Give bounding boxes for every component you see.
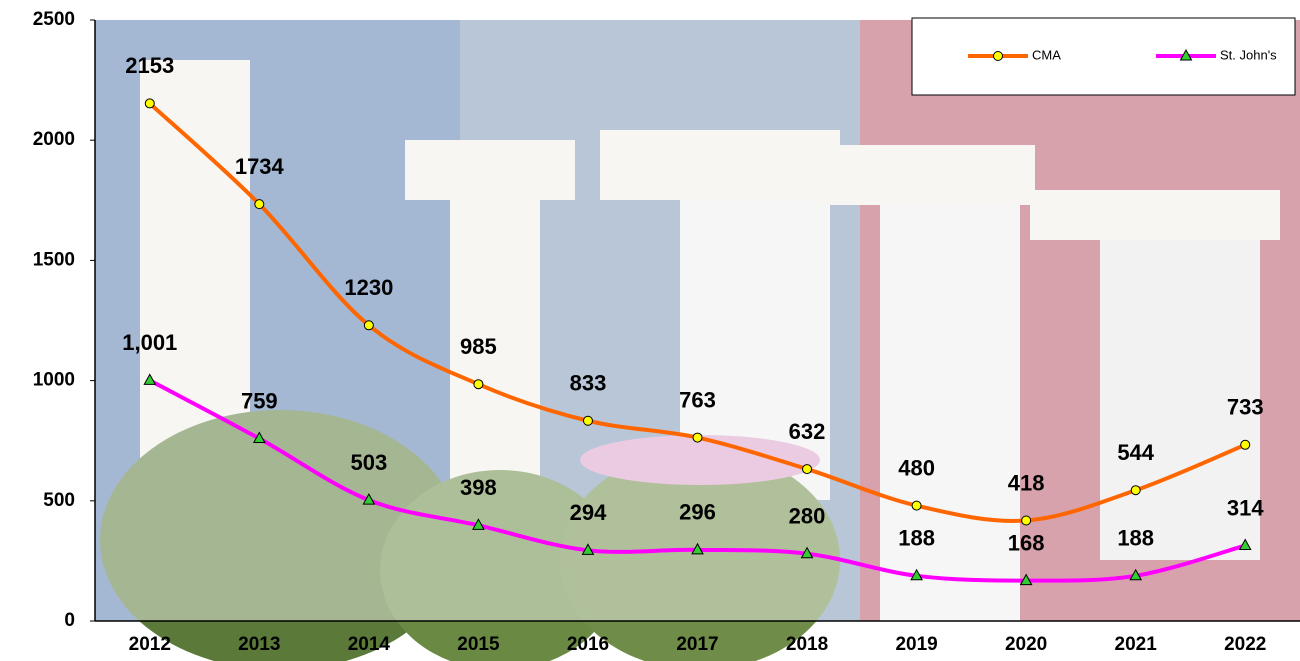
x-tick-label: 2018 xyxy=(786,634,828,655)
data-label: 1230 xyxy=(344,275,393,300)
x-tick-label: 2020 xyxy=(1005,634,1047,655)
x-tick-label: 2013 xyxy=(238,634,280,655)
data-label: 833 xyxy=(570,371,607,396)
data-point xyxy=(1241,440,1250,449)
data-label: 1,001 xyxy=(122,330,177,355)
x-tick-label: 2017 xyxy=(676,634,718,655)
data-label: 398 xyxy=(460,475,497,500)
y-tick-label: 0 xyxy=(64,610,75,631)
data-point xyxy=(803,465,812,474)
data-label: 763 xyxy=(679,387,716,412)
data-label: 168 xyxy=(1008,530,1045,555)
x-tick-label: 2019 xyxy=(895,634,937,655)
data-label: 418 xyxy=(1008,470,1045,495)
x-tick-label: 2021 xyxy=(1115,634,1158,655)
x-tick-label: 2022 xyxy=(1224,634,1266,655)
data-point xyxy=(693,433,702,442)
legend-label: St. John's xyxy=(1220,47,1277,62)
chart: 0 500 1000 1500 2000 2500 2012 2013 2014 2015 2016… xyxy=(0,0,1300,661)
data-point xyxy=(1022,516,1031,525)
data-label: 296 xyxy=(679,500,716,525)
x-tick-label: 2014 xyxy=(348,634,391,655)
legend-label: CMA xyxy=(1032,47,1061,62)
data-label: 1734 xyxy=(235,154,285,179)
x-tick-label: 2012 xyxy=(129,634,171,655)
data-label: 294 xyxy=(570,500,607,525)
data-point xyxy=(1131,486,1140,495)
x-tick-label: 2016 xyxy=(567,634,609,655)
data-point xyxy=(474,380,483,389)
data-label: 544 xyxy=(1117,440,1154,465)
data-label: 188 xyxy=(898,526,935,551)
y-tick-label: 500 xyxy=(43,490,75,511)
data-point xyxy=(255,200,264,209)
data-label: 280 xyxy=(789,504,826,529)
y-tick-label: 1000 xyxy=(33,370,75,391)
x-tick-label: 2015 xyxy=(457,634,500,655)
data-label: 188 xyxy=(1117,526,1154,551)
data-label: 314 xyxy=(1227,495,1264,520)
y-tick-label: 2000 xyxy=(33,129,75,150)
legend-marker xyxy=(994,52,1003,61)
data-label: 985 xyxy=(460,334,497,359)
data-point xyxy=(364,321,373,330)
data-label: 2153 xyxy=(125,53,174,78)
data-label: 632 xyxy=(789,419,826,444)
data-point xyxy=(145,99,154,108)
data-label: 480 xyxy=(898,455,935,480)
data-label: 503 xyxy=(351,450,388,475)
y-tick-label: 1500 xyxy=(33,249,75,270)
data-point xyxy=(912,501,921,510)
data-point xyxy=(583,416,592,425)
background-photo xyxy=(95,20,1300,661)
data-label: 733 xyxy=(1227,395,1264,420)
y-tick-label: 2500 xyxy=(33,9,75,30)
data-label: 759 xyxy=(241,388,278,413)
